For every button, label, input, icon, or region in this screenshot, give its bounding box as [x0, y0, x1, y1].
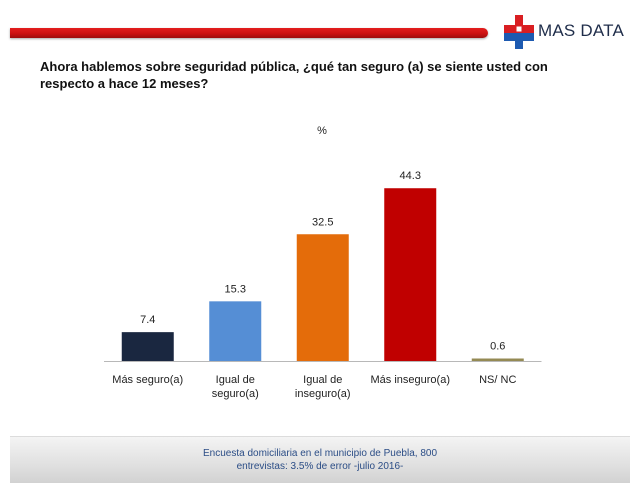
logo-text: MAS DATA: [538, 21, 624, 40]
cross-logo-icon: [504, 15, 534, 49]
data-label: 44.3: [400, 170, 421, 182]
bar-chart: 7.4 Más seguro(a) 15.3 Igual de seguro(a) 32.…: [104, 170, 542, 400]
data-label: 7.4: [140, 314, 155, 326]
footer: Encuesta domiciliaria en el municipio de…: [10, 436, 630, 483]
bar: [471, 358, 524, 361]
footer-line-1: Encuesta domiciliaria en el municipio de…: [202, 448, 438, 459]
category-label: NS/ NC: [479, 374, 516, 386]
data-label: 32.5: [312, 216, 333, 228]
category-label: Más inseguro(a): [371, 374, 450, 386]
bar: [384, 188, 437, 361]
footer-line-2: entrevistas: 3.5% de error -julio 2016-: [236, 461, 404, 472]
chart-title: %: [317, 125, 327, 137]
bar: [296, 234, 349, 361]
question-title: Ahora hablemos sobre seguridad pública, …: [40, 59, 548, 91]
category-label: Más seguro(a): [112, 374, 183, 386]
data-label: 0.6: [490, 341, 505, 353]
logo: MAS DATA: [504, 14, 624, 50]
header-red-bar: [10, 28, 488, 38]
bar: [209, 301, 262, 361]
category-label: Igual de inseguro(a): [295, 374, 351, 400]
category-label: Igual de seguro(a): [212, 374, 259, 400]
bar: [121, 332, 174, 361]
footer-note: Encuesta domiciliaria en el municipio de…: [10, 447, 630, 473]
data-label: 15.3: [225, 283, 246, 295]
